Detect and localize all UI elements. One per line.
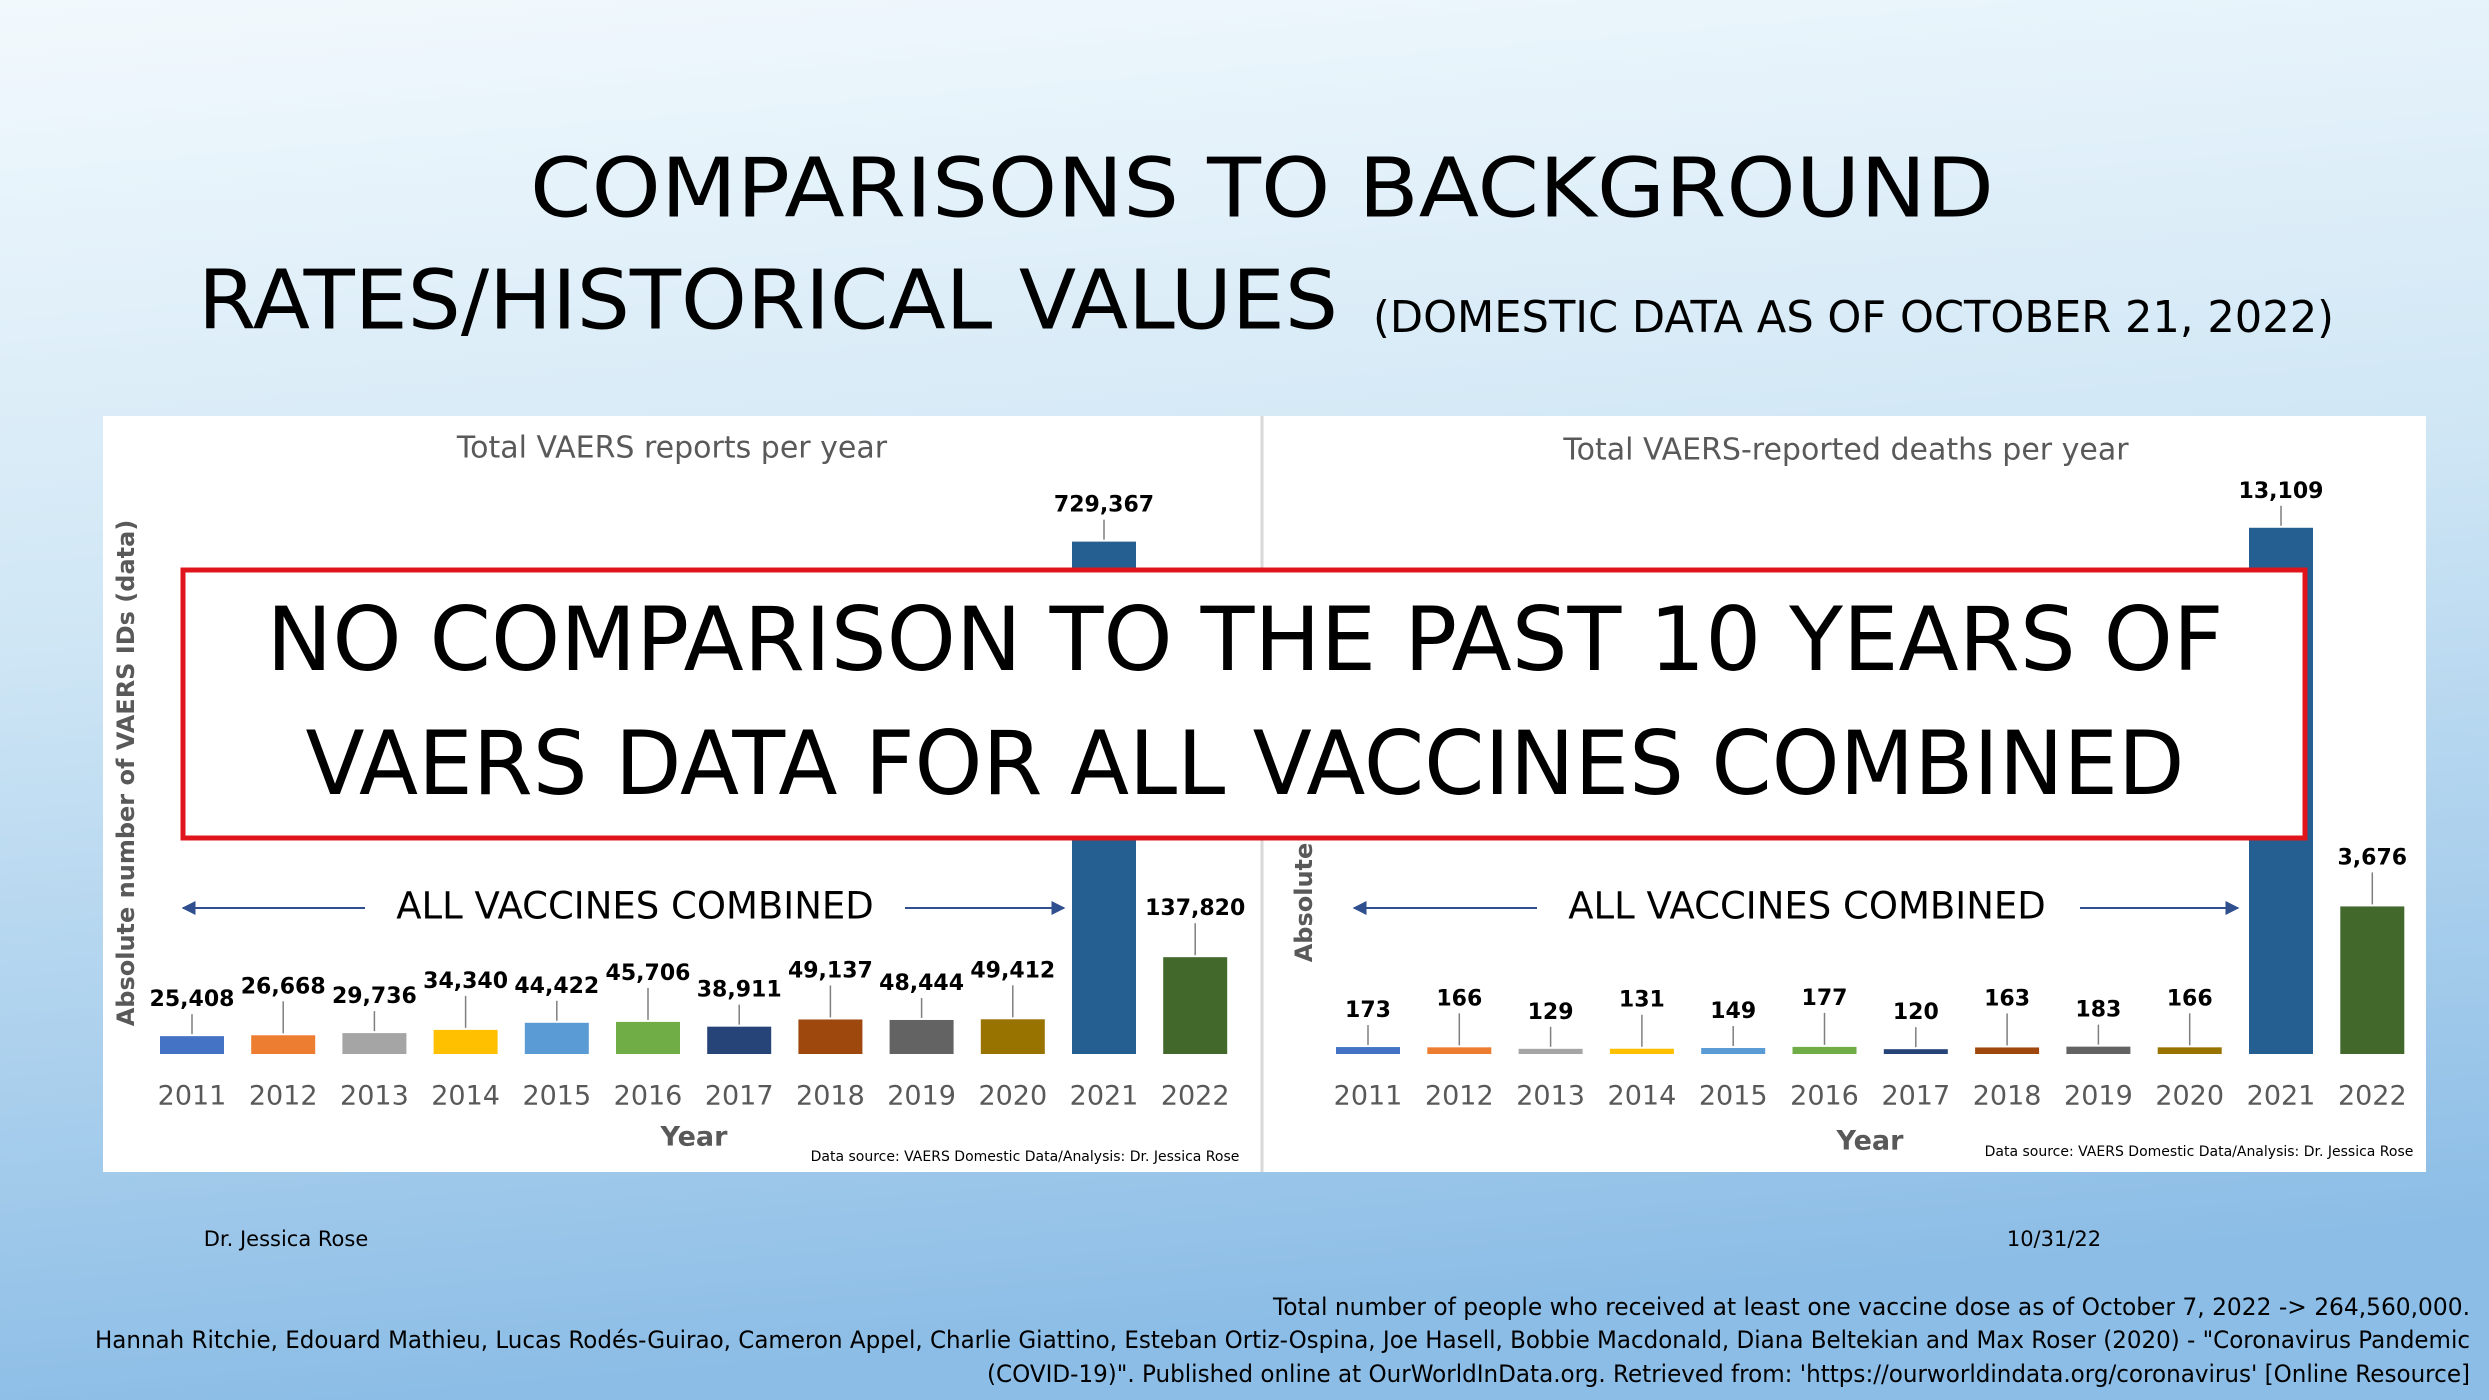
bar	[1427, 1047, 1492, 1054]
value-label: 173	[1345, 998, 1391, 1023]
bar	[1609, 1048, 1674, 1054]
bar	[1792, 1046, 1857, 1054]
overlay-box: NO COMPARISON TO THE PAST 10 YEARS OF VA…	[180, 567, 2308, 841]
x-tick-label: 2017	[705, 1081, 774, 1112]
x-tick-label: 2016	[614, 1081, 683, 1112]
value-label: 166	[1436, 986, 1482, 1011]
slide-title: COMPARISONS TO BACKGROUND	[530, 141, 1994, 236]
source-note: Data source: VAERS Domestic Data/Analysi…	[811, 1149, 1240, 1165]
x-tick-label: 2014	[1608, 1081, 1677, 1112]
x-tick-label: 2022	[2338, 1081, 2407, 1112]
x-tick-label: 2019	[2064, 1081, 2133, 1112]
bar	[342, 1033, 407, 1054]
footer-note: Total number of people who received at l…	[1272, 1293, 2470, 1321]
value-label: 183	[2075, 998, 2121, 1023]
value-label: 3,676	[2338, 845, 2408, 870]
bar	[889, 1019, 954, 1054]
x-tick-label: 2015	[522, 1081, 591, 1112]
value-label: 45,706	[606, 961, 691, 986]
source-note: Data source: VAERS Domestic Data/Analysi…	[1985, 1144, 2414, 1160]
bar	[524, 1022, 589, 1054]
value-label: 29,736	[332, 984, 417, 1009]
x-tick-label: 2019	[887, 1081, 956, 1112]
bar	[980, 1019, 1045, 1054]
bar	[616, 1021, 680, 1054]
x-tick-label: 2020	[978, 1081, 1047, 1112]
bar	[1701, 1048, 1766, 1054]
y-axis-label: Absolute number of VAERS IDs (data)	[112, 520, 140, 1027]
value-label: 44,422	[514, 974, 599, 999]
bar	[160, 1036, 224, 1054]
overlay-frame	[180, 567, 2308, 841]
value-label: 38,911	[697, 978, 782, 1003]
bar	[1975, 1047, 2040, 1054]
x-tick-label: 2011	[158, 1081, 227, 1112]
value-label: 25,408	[150, 987, 235, 1012]
x-tick-label: 2021	[1070, 1081, 1139, 1112]
value-label: 137,820	[1145, 896, 1245, 921]
x-tick-label: 2011	[1334, 1081, 1403, 1112]
x-tick-label: 2022	[1161, 1081, 1230, 1112]
bar	[1518, 1048, 1583, 1054]
value-label: 49,412	[970, 958, 1055, 983]
annotation: ALL VACCINES COMBINED	[396, 885, 874, 928]
annotation: ALL VACCINES COMBINED	[1568, 885, 2046, 928]
x-tick-label: 2016	[1790, 1081, 1859, 1112]
bar	[1163, 957, 1228, 1054]
x-tick-label: 2013	[340, 1081, 409, 1112]
value-label: 34,340	[423, 969, 508, 994]
slide-title: RATES/HISTORICAL VALUES	[198, 253, 1338, 348]
x-tick-label: 2018	[1973, 1081, 2042, 1112]
bar	[1336, 1047, 1400, 1054]
value-label: 163	[1984, 986, 2030, 1011]
value-label: 13,109	[2239, 479, 2324, 504]
slide-subtitle: (DOMESTIC DATA AS OF OCTOBER 21, 2022)	[1373, 292, 2334, 343]
x-tick-label: 2020	[2155, 1081, 2224, 1112]
x-tick-label: 2021	[2247, 1081, 2316, 1112]
footer-note: (COVID-19)". Published online at OurWorl…	[987, 1360, 2470, 1388]
value-label: 166	[2167, 986, 2213, 1011]
chart-title: Total VAERS reports per year	[456, 431, 888, 466]
footer-date: 10/31/22	[2007, 1227, 2101, 1251]
value-label: 26,668	[241, 974, 326, 999]
footer-note: Hannah Ritchie, Edouard Mathieu, Lucas R…	[95, 1326, 2470, 1354]
value-label: 120	[1893, 1000, 1939, 1025]
bar	[2340, 906, 2405, 1054]
bar	[707, 1026, 772, 1054]
value-label: 149	[1710, 999, 1756, 1024]
value-label: 729,367	[1054, 493, 1154, 518]
bar	[798, 1019, 863, 1054]
x-axis-label: Year	[660, 1122, 729, 1153]
bar	[1883, 1049, 1948, 1054]
value-label: 49,137	[788, 958, 873, 983]
footer-author: Dr. Jessica Rose	[204, 1227, 369, 1251]
x-tick-label: 2014	[431, 1081, 500, 1112]
bar	[251, 1035, 316, 1054]
x-tick-label: 2013	[1516, 1081, 1585, 1112]
value-label: 177	[1802, 986, 1848, 1011]
bar	[433, 1029, 498, 1054]
value-label: 131	[1619, 988, 1665, 1013]
value-label: 129	[1528, 1000, 1574, 1025]
x-axis-label: Year	[1836, 1126, 1905, 1157]
x-tick-label: 2012	[249, 1081, 318, 1112]
x-tick-label: 2012	[1425, 1081, 1494, 1112]
x-tick-label: 2015	[1699, 1081, 1768, 1112]
overlay-text: NO COMPARISON TO THE PAST 10 YEARS OF	[267, 588, 2224, 691]
x-tick-label: 2017	[1881, 1081, 1950, 1112]
bar	[2066, 1046, 2131, 1054]
x-tick-label: 2018	[796, 1081, 865, 1112]
overlay-text: VAERS DATA FOR ALL VACCINES COMBINED	[306, 712, 2185, 815]
value-label: 48,444	[879, 971, 964, 996]
chart-title: Total VAERS-reported deaths per year	[1562, 433, 2129, 468]
bar	[2157, 1047, 2222, 1054]
